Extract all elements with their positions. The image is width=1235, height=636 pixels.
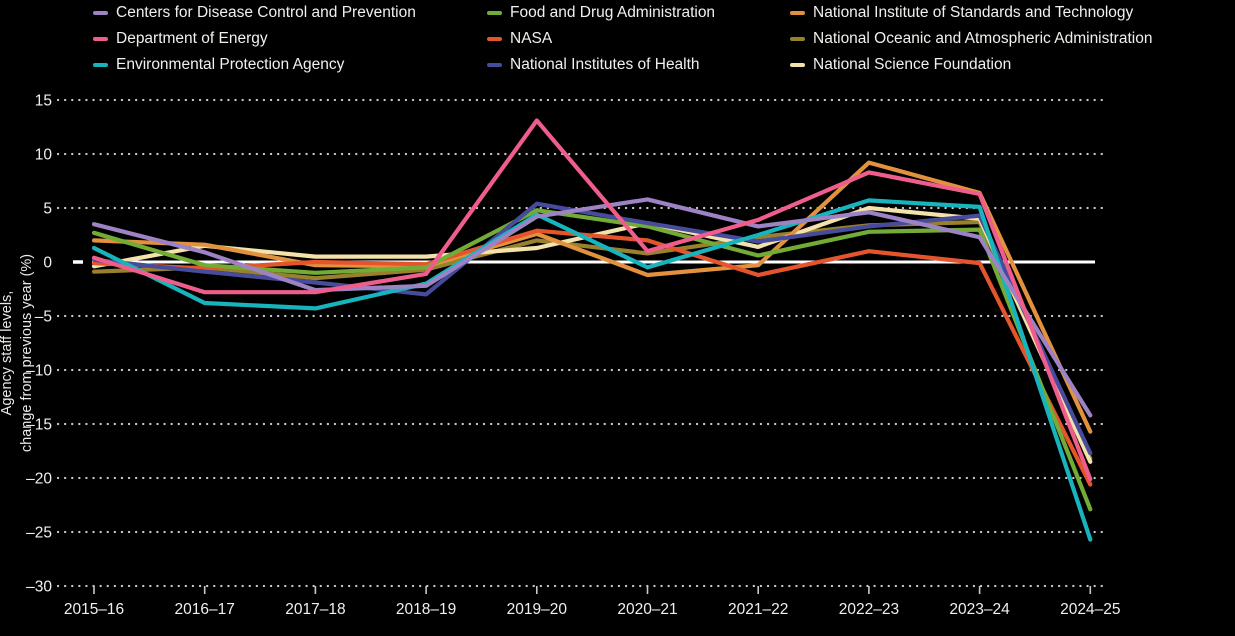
x-tick-label: 2016–17	[175, 601, 235, 618]
series-line-national-institute-of-standards-and-technology	[91, 160, 1093, 434]
legend-item: National Institute of Standards and Tech…	[790, 0, 1152, 26]
x-tick-label: 2024–25	[1060, 601, 1120, 618]
legend-item: Food and Drug Administration	[487, 0, 715, 26]
legend-label: National Science Foundation	[813, 56, 1012, 74]
legend-item: National Institutes of Health	[487, 52, 715, 78]
legend-label: Department of Energy	[116, 30, 268, 48]
legend-label: NASA	[510, 30, 553, 48]
legend-item: NASA	[487, 26, 715, 52]
legend-label: Environmental Protection Agency	[116, 56, 345, 74]
legend-item: National Science Foundation	[790, 52, 1152, 78]
series-line-nasa	[91, 228, 1093, 487]
x-tick-label: 2017–18	[285, 601, 345, 618]
legend: Centers for Disease Control and Preventi…	[0, 0, 1235, 78]
legend-column-2: Food and Drug Administration NASA National…	[487, 0, 715, 78]
series-line-national-institutes-of-health	[91, 201, 1093, 456]
legend-column-1: Centers for Disease Control and Preventi…	[93, 0, 416, 78]
legend-swatch-icon	[790, 10, 805, 16]
legend-item: Environmental Protection Agency	[93, 52, 416, 78]
x-axis-tick-labels: 2015–16 2016–17 2017–18 2018–19 2019–20 2020–…	[64, 601, 1121, 618]
x-tick-label: 2015–16	[64, 601, 124, 618]
y-tick-label: –5	[35, 309, 52, 326]
x-tick-label: 2019–20	[507, 601, 568, 618]
y-tick-label: 5	[43, 201, 52, 218]
legend-label: National Institute of Standards and Tech…	[813, 4, 1134, 22]
series-line-department-of-energy	[91, 118, 1093, 482]
y-tick-label: –20	[26, 471, 52, 488]
x-tick-label: 2018–19	[396, 601, 456, 618]
legend-swatch-icon	[93, 62, 108, 68]
legend-swatch-icon	[487, 36, 502, 42]
legend-swatch-icon	[790, 36, 805, 42]
y-tick-label: –25	[26, 525, 52, 542]
series-lines	[91, 118, 1093, 542]
legend-column-3: National Institute of Standards and Tech…	[790, 0, 1152, 78]
gridlines	[56, 98, 1104, 594]
legend-swatch-icon	[487, 10, 502, 16]
x-tick-label: 2022–23	[839, 601, 899, 618]
y-tick-label: –15	[26, 417, 52, 434]
legend-item: Department of Energy	[93, 26, 416, 52]
legend-label: Centers for Disease Control and Preventi…	[116, 4, 416, 22]
series-line-environmental-protection-agency	[91, 198, 1093, 542]
legend-swatch-icon	[790, 62, 805, 68]
legend-item: Centers for Disease Control and Preventi…	[93, 0, 416, 26]
x-tick-label: 2021–22	[728, 601, 788, 618]
series-line-centers-for-disease-control-and-prevention	[91, 197, 1093, 418]
legend-label: National Institutes of Health	[510, 56, 700, 74]
y-tick-label: 0	[43, 255, 52, 272]
legend-swatch-icon	[93, 36, 108, 42]
legend-swatch-icon	[487, 62, 502, 68]
y-axis-tick-labels: 15 10 5 0 –5 –10 –15 –20 –25 –30	[26, 93, 52, 596]
x-tick-label: 2020–21	[617, 601, 677, 618]
legend-label: National Oceanic and Atmospheric Adminis…	[813, 30, 1153, 48]
legend-item: National Oceanic and Atmospheric Adminis…	[790, 26, 1152, 52]
y-tick-label: –10	[26, 363, 52, 380]
legend-label: Food and Drug Administration	[510, 4, 716, 22]
y-tick-label: 15	[35, 93, 52, 110]
legend-swatch-icon	[93, 10, 108, 16]
y-tick-label: –30	[26, 579, 52, 596]
y-tick-label: 10	[35, 147, 53, 164]
x-tick-label: 2023–24	[949, 601, 1010, 618]
